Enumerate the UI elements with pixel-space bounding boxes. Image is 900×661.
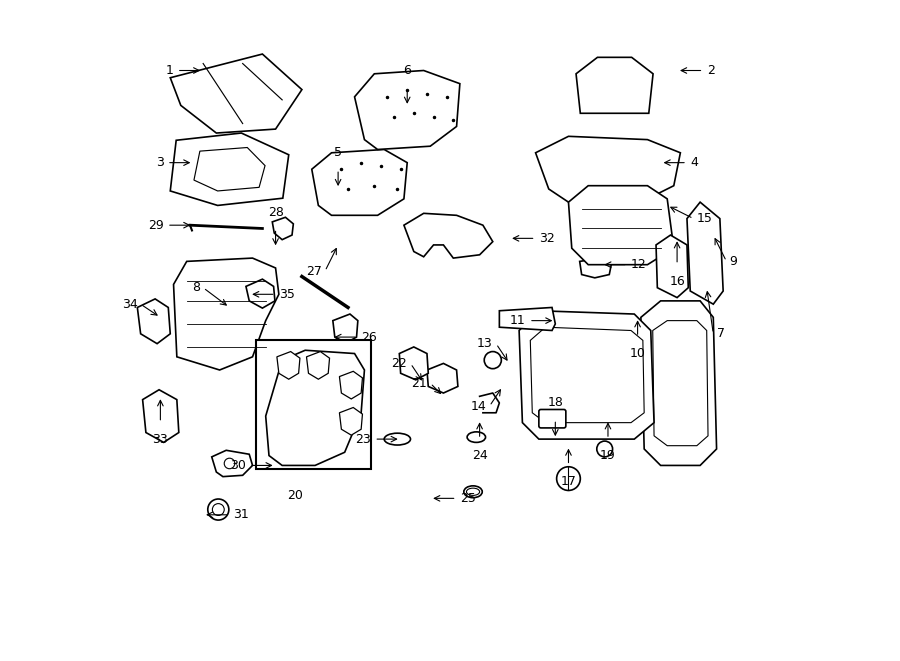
PathPatch shape	[656, 235, 688, 297]
FancyBboxPatch shape	[539, 409, 566, 428]
PathPatch shape	[170, 133, 289, 206]
PathPatch shape	[311, 149, 407, 215]
PathPatch shape	[194, 147, 265, 191]
Text: 3: 3	[156, 156, 164, 169]
Circle shape	[556, 467, 581, 490]
Circle shape	[597, 441, 613, 457]
PathPatch shape	[400, 347, 428, 380]
Text: 2: 2	[706, 64, 715, 77]
Text: 33: 33	[152, 432, 168, 446]
Text: 9: 9	[730, 255, 738, 268]
PathPatch shape	[580, 258, 611, 278]
Text: 34: 34	[122, 297, 138, 311]
PathPatch shape	[174, 258, 279, 370]
Text: 21: 21	[411, 377, 427, 389]
Text: 19: 19	[600, 449, 616, 462]
Text: 29: 29	[148, 219, 164, 232]
Circle shape	[208, 499, 229, 520]
Circle shape	[212, 504, 224, 516]
PathPatch shape	[404, 214, 493, 258]
Text: 10: 10	[630, 347, 645, 360]
Text: 16: 16	[670, 274, 685, 288]
Text: 18: 18	[547, 397, 563, 409]
Text: 23: 23	[356, 432, 371, 446]
Text: 8: 8	[192, 281, 200, 294]
PathPatch shape	[273, 217, 293, 240]
PathPatch shape	[530, 327, 644, 422]
Text: 4: 4	[690, 156, 698, 169]
Text: 26: 26	[361, 330, 377, 344]
Text: 15: 15	[697, 212, 713, 225]
PathPatch shape	[569, 186, 674, 264]
PathPatch shape	[687, 202, 724, 304]
Text: 28: 28	[267, 206, 284, 219]
Ellipse shape	[466, 488, 480, 495]
PathPatch shape	[652, 321, 708, 446]
Text: 27: 27	[306, 265, 321, 278]
Ellipse shape	[467, 432, 485, 442]
PathPatch shape	[138, 299, 170, 344]
Text: 31: 31	[233, 508, 248, 522]
Text: 12: 12	[631, 258, 647, 271]
Ellipse shape	[384, 433, 410, 445]
PathPatch shape	[170, 54, 302, 133]
PathPatch shape	[641, 301, 716, 465]
Text: 30: 30	[230, 459, 246, 472]
Circle shape	[484, 352, 501, 369]
Ellipse shape	[464, 486, 482, 498]
Text: 17: 17	[561, 475, 576, 488]
PathPatch shape	[576, 58, 653, 113]
Circle shape	[224, 458, 235, 469]
Text: 20: 20	[287, 488, 303, 502]
PathPatch shape	[355, 71, 460, 149]
PathPatch shape	[339, 371, 363, 399]
Text: 11: 11	[510, 314, 526, 327]
PathPatch shape	[519, 311, 654, 439]
Text: 22: 22	[392, 357, 407, 370]
FancyBboxPatch shape	[256, 340, 371, 469]
PathPatch shape	[333, 314, 358, 344]
Text: 5: 5	[334, 146, 342, 159]
Text: 1: 1	[166, 64, 174, 77]
Text: 13: 13	[477, 337, 493, 350]
Text: 24: 24	[472, 449, 488, 462]
PathPatch shape	[500, 307, 555, 330]
PathPatch shape	[339, 408, 363, 435]
Text: 35: 35	[279, 288, 294, 301]
Text: 6: 6	[403, 64, 411, 77]
Text: 25: 25	[460, 492, 476, 505]
PathPatch shape	[536, 136, 680, 202]
PathPatch shape	[212, 450, 253, 477]
PathPatch shape	[142, 390, 179, 442]
PathPatch shape	[427, 364, 458, 393]
Text: 32: 32	[539, 232, 554, 245]
PathPatch shape	[246, 279, 274, 308]
PathPatch shape	[307, 352, 329, 379]
PathPatch shape	[277, 352, 300, 379]
PathPatch shape	[266, 350, 365, 465]
Text: 7: 7	[716, 327, 725, 340]
Text: 14: 14	[471, 400, 486, 412]
